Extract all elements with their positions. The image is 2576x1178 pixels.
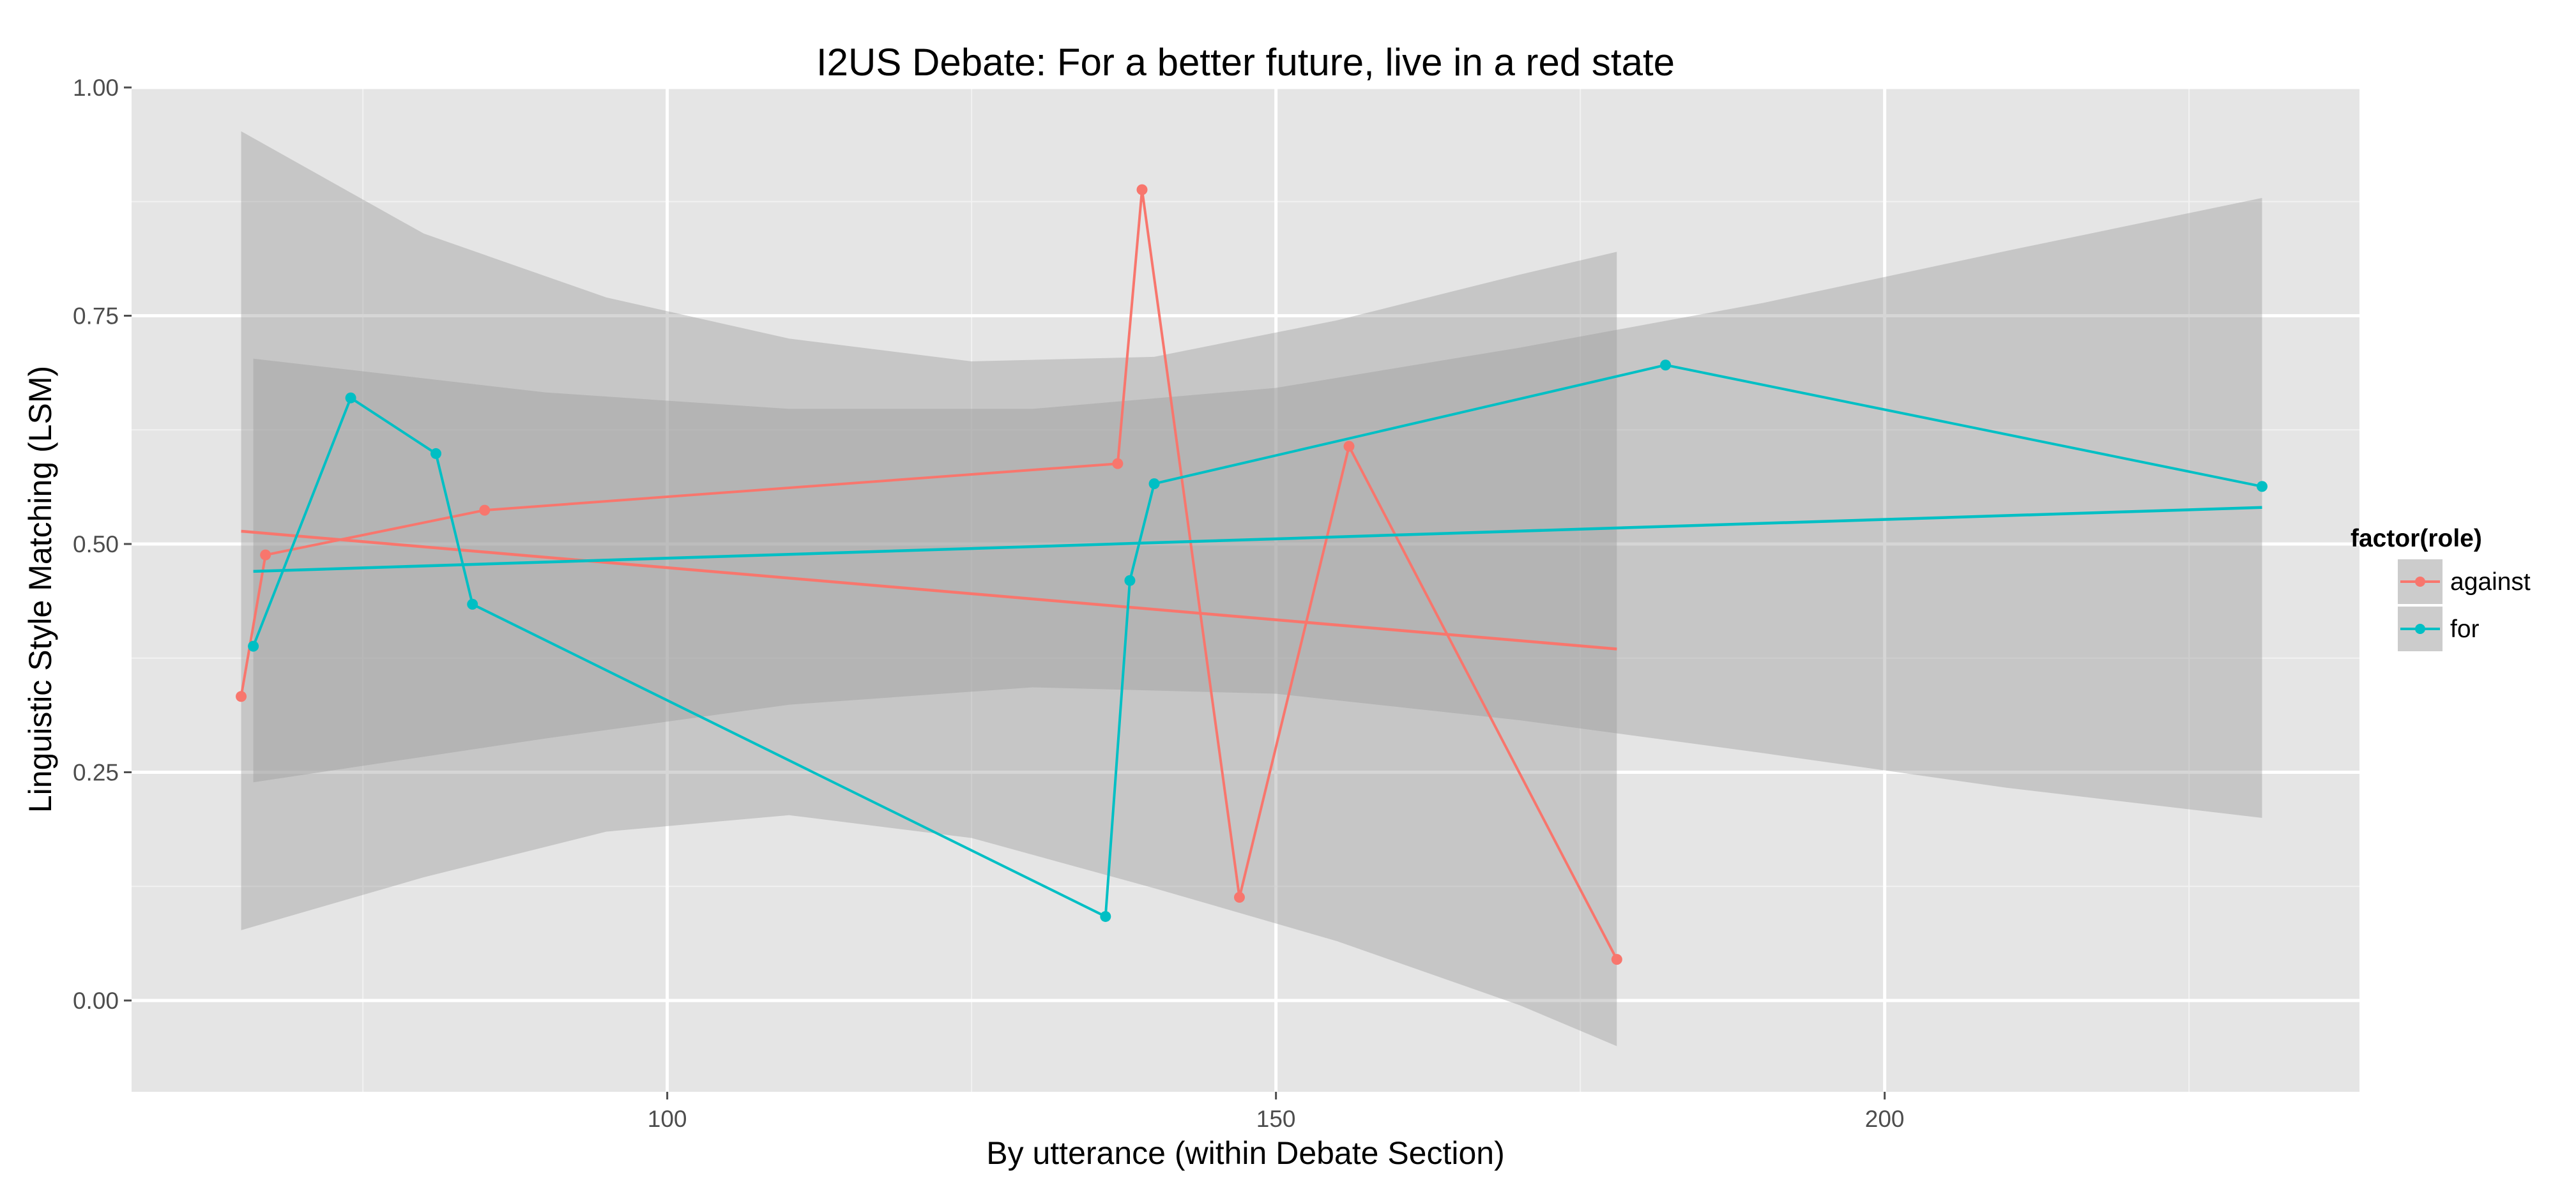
axes: 100 150 200 0.00 0.25 0.50 0.75 1.00 xyxy=(73,75,1905,1132)
x-tick-label: 150 xyxy=(1256,1106,1296,1132)
data-point-for xyxy=(345,392,356,404)
legend-label-for: for xyxy=(2450,615,2480,643)
legend: factor(role) against for xyxy=(2351,525,2531,651)
legend-item-for: for xyxy=(2398,607,2480,651)
legend-point-for xyxy=(2415,624,2425,634)
data-point-for xyxy=(1660,359,1672,371)
confidence-band-for xyxy=(253,198,2262,818)
chart-title: I2US Debate: For a better future, live i… xyxy=(816,41,1675,84)
smooth-line-against xyxy=(241,529,1617,651)
data-point-against xyxy=(236,691,247,702)
data-point-for xyxy=(2257,481,2268,492)
y-tick-label: 0.00 xyxy=(73,988,119,1014)
legend-label-against: against xyxy=(2450,568,2531,596)
smooth-line-for xyxy=(253,506,2262,573)
grid-lines xyxy=(132,86,2359,1092)
series-line-against xyxy=(240,188,1619,960)
series-lines xyxy=(236,184,2268,965)
x-tick-label: 200 xyxy=(1865,1106,1905,1132)
legend-title: factor(role) xyxy=(2351,525,2482,552)
legend-item-against: against xyxy=(2398,559,2531,604)
data-point-against xyxy=(1112,458,1124,469)
data-point-against xyxy=(479,504,491,516)
y-tick-label: 0.50 xyxy=(73,531,119,557)
data-point-against xyxy=(1343,441,1355,452)
plot-panel xyxy=(132,87,2359,1092)
y-tick-label: 1.00 xyxy=(73,75,119,101)
data-point-for xyxy=(248,640,259,652)
data-point-for xyxy=(431,448,442,459)
y-axis-title: Linguistic Style Matching (LSM) xyxy=(22,366,58,813)
x-tick-label: 100 xyxy=(648,1106,687,1132)
data-point-against xyxy=(260,549,271,561)
data-point-for xyxy=(1148,478,1160,490)
data-point-for xyxy=(1124,575,1136,586)
x-axis-title: By utterance (within Debate Section) xyxy=(986,1135,1505,1171)
data-point-against xyxy=(1611,954,1622,965)
data-point-against xyxy=(1233,891,1245,903)
data-point-against xyxy=(1136,184,1148,195)
y-tick-label: 0.75 xyxy=(73,303,119,329)
data-point-for xyxy=(467,598,478,610)
y-tick-label: 0.25 xyxy=(73,760,119,786)
data-point-for xyxy=(1100,910,1111,922)
legend-point-against xyxy=(2415,577,2425,587)
